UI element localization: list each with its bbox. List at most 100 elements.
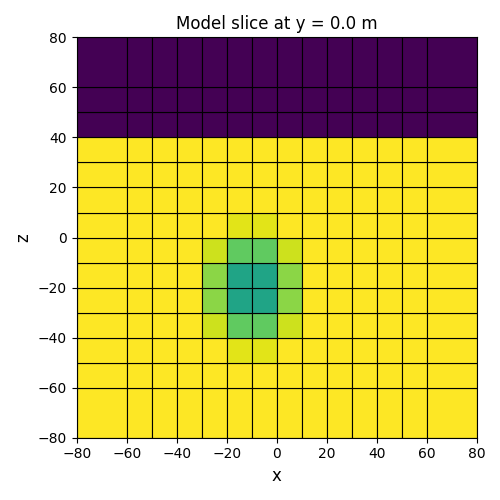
Title: Model slice at y = 0.0 m: Model slice at y = 0.0 m	[176, 15, 378, 33]
Bar	[177, 112, 202, 138]
Bar	[152, 38, 177, 88]
Bar	[377, 162, 402, 188]
Bar	[152, 362, 177, 388]
Bar	[76, 288, 126, 312]
Bar	[352, 38, 377, 88]
Bar	[76, 212, 126, 238]
Bar	[277, 88, 302, 112]
Bar	[177, 88, 202, 112]
Bar	[277, 162, 302, 188]
Bar	[152, 138, 177, 162]
Bar	[76, 312, 126, 338]
Bar	[427, 238, 477, 262]
Bar	[252, 212, 277, 238]
Bar	[327, 138, 352, 162]
Bar	[177, 238, 202, 262]
Bar	[227, 338, 252, 362]
Bar	[202, 262, 227, 287]
Bar	[227, 362, 252, 388]
Bar	[377, 88, 402, 112]
Bar	[302, 288, 327, 312]
Bar	[352, 312, 377, 338]
Bar	[402, 362, 427, 388]
Bar	[177, 312, 202, 338]
Bar	[76, 112, 126, 138]
Bar	[277, 138, 302, 162]
Bar	[327, 338, 352, 362]
Bar	[252, 288, 277, 312]
Bar	[227, 288, 252, 312]
Bar	[402, 88, 427, 112]
Bar	[177, 338, 202, 362]
Bar	[152, 162, 177, 188]
Bar	[377, 138, 402, 162]
Bar	[177, 288, 202, 312]
Bar	[402, 238, 427, 262]
Bar	[427, 362, 477, 388]
Bar	[202, 138, 227, 162]
Bar	[427, 188, 477, 212]
Bar	[402, 288, 427, 312]
Bar	[76, 238, 126, 262]
Bar	[327, 38, 352, 88]
Bar	[302, 238, 327, 262]
Bar	[352, 262, 377, 287]
Bar	[427, 262, 477, 287]
Bar	[277, 188, 302, 212]
Bar	[327, 188, 352, 212]
Bar	[302, 388, 327, 438]
Bar	[202, 288, 227, 312]
Bar	[152, 88, 177, 112]
Bar	[402, 188, 427, 212]
Bar	[202, 388, 227, 438]
Bar	[126, 388, 152, 438]
Bar	[76, 388, 126, 438]
Bar	[152, 312, 177, 338]
Bar	[427, 162, 477, 188]
Bar	[227, 38, 252, 88]
Bar	[252, 238, 277, 262]
Y-axis label: z: z	[14, 233, 32, 242]
Bar	[202, 88, 227, 112]
Bar	[302, 112, 327, 138]
Bar	[377, 188, 402, 212]
Bar	[302, 362, 327, 388]
Bar	[126, 312, 152, 338]
Bar	[302, 88, 327, 112]
Bar	[377, 388, 402, 438]
Bar	[227, 312, 252, 338]
Bar	[277, 362, 302, 388]
Bar	[352, 212, 377, 238]
Bar	[402, 262, 427, 287]
Bar	[227, 212, 252, 238]
Bar	[427, 312, 477, 338]
Bar	[177, 162, 202, 188]
Bar	[252, 138, 277, 162]
Bar	[427, 138, 477, 162]
Bar	[177, 38, 202, 88]
Bar	[76, 38, 126, 88]
Bar	[327, 212, 352, 238]
Bar	[202, 338, 227, 362]
Bar	[227, 262, 252, 287]
Bar	[177, 362, 202, 388]
Bar	[277, 288, 302, 312]
Bar	[327, 112, 352, 138]
X-axis label: x: x	[272, 467, 282, 485]
Bar	[427, 388, 477, 438]
Bar	[152, 188, 177, 212]
Bar	[76, 188, 126, 212]
Bar	[377, 262, 402, 287]
Bar	[202, 188, 227, 212]
Bar	[227, 388, 252, 438]
Bar	[177, 388, 202, 438]
Bar	[227, 88, 252, 112]
Bar	[177, 188, 202, 212]
Bar	[227, 238, 252, 262]
Bar	[402, 312, 427, 338]
Bar	[277, 38, 302, 88]
Bar	[352, 112, 377, 138]
Bar	[252, 38, 277, 88]
Bar	[177, 212, 202, 238]
Bar	[126, 338, 152, 362]
